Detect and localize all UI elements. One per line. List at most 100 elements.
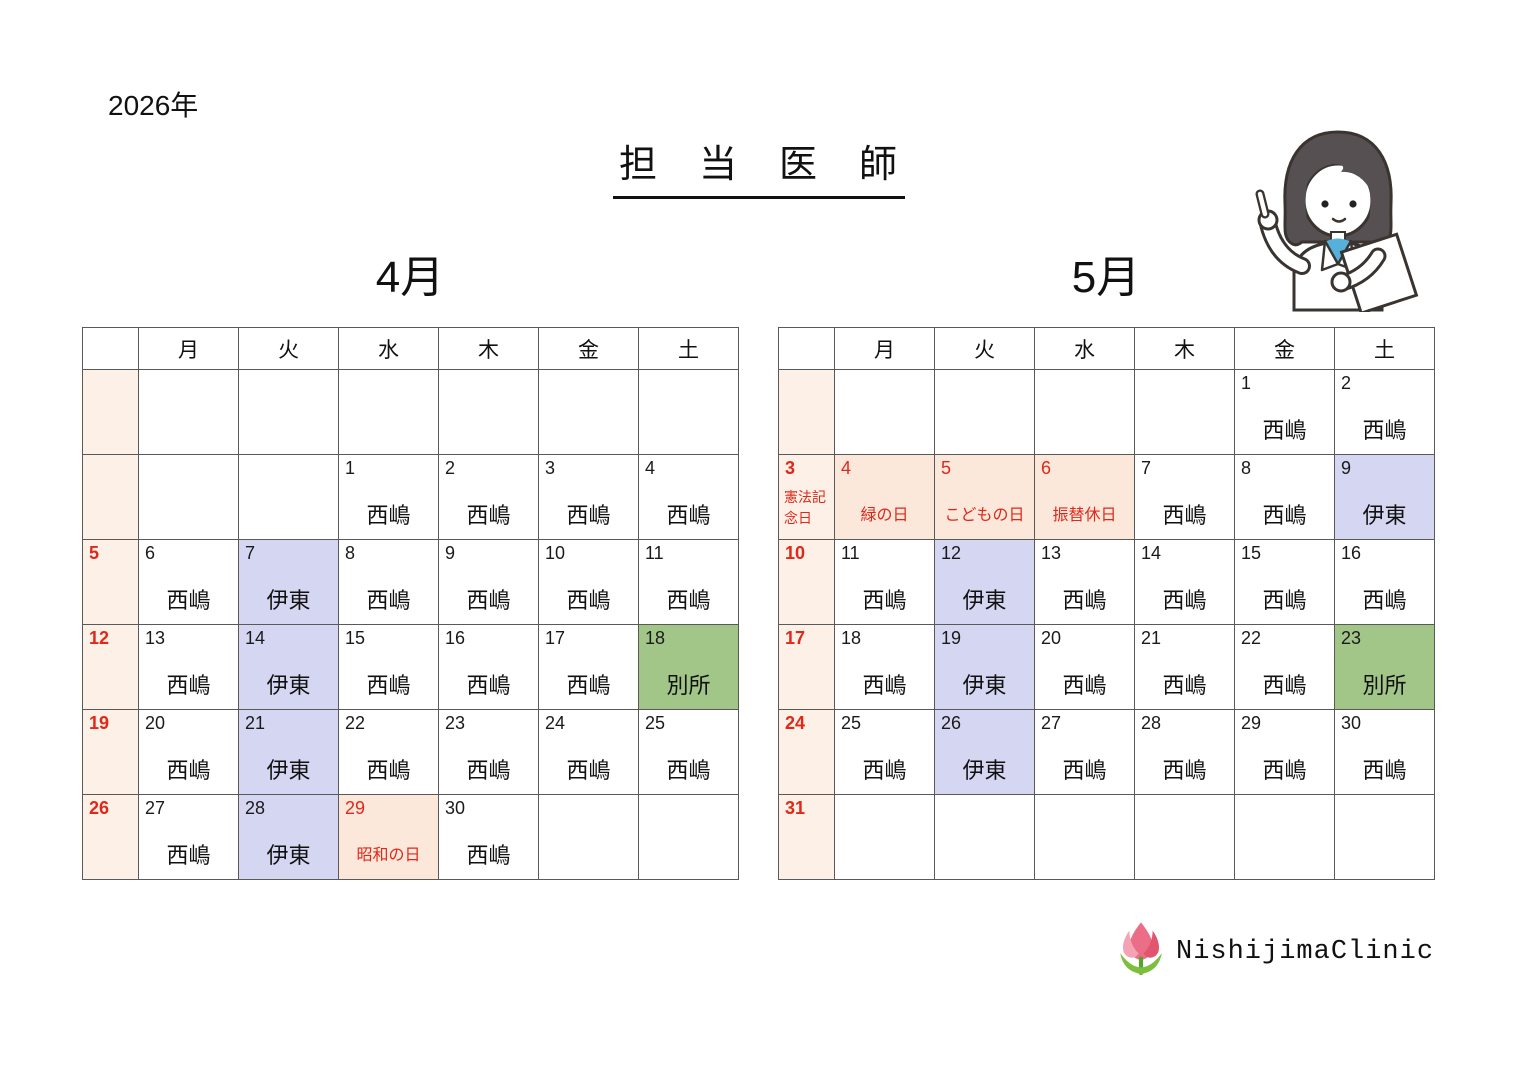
doctor-name: 西嶋 (1062, 588, 1107, 613)
day-number: 2 (445, 458, 456, 478)
calendar-april: 月火水木金土 1 西嶋 2 西嶋 3 西嶋 4 西嶋 5 6 西嶋 7 伊東 8 西嶋 9 西嶋 10 西嶋 11 西嶋 1… (82, 327, 739, 880)
week-row: 5 6 西嶋 7 伊東 8 西嶋 9 西嶋 10 西嶋 11 西嶋 (82, 539, 739, 625)
day-number: 29 (1241, 713, 1262, 733)
day-number: 8 (345, 543, 356, 563)
day-cell (538, 369, 639, 455)
day-number: 27 (145, 798, 166, 818)
day-cell (82, 369, 139, 455)
holiday-label: 緑の日 (860, 507, 909, 524)
day-cell: 30 西嶋 (1334, 709, 1435, 795)
day-cell: 20 西嶋 (138, 709, 239, 795)
day-cell: 26 伊東 (934, 709, 1035, 795)
day-cell: 4 緑の日 (834, 454, 935, 540)
day-cell: 23 別所 (1334, 624, 1435, 710)
day-number: 21 (245, 713, 266, 733)
doctor-name: 西嶋 (366, 758, 411, 783)
week-row: 3 憲法記念日 4 緑の日 5 こどもの日 6 振替休日 7 西嶋 8 西嶋 9 伊東 (778, 454, 1435, 540)
day-cell: 2 西嶋 (1334, 369, 1435, 455)
doctor-name: 西嶋 (166, 673, 211, 698)
doctor-name: 西嶋 (366, 673, 411, 698)
doctor-name: 西嶋 (466, 503, 511, 528)
day-number: 19 (941, 628, 962, 648)
day-cell: 12 (82, 624, 139, 710)
day-cell: 15 西嶋 (1234, 539, 1335, 625)
doctor-name: 西嶋 (666, 503, 711, 528)
day-number: 10 (545, 543, 566, 563)
day-cell (934, 794, 1035, 880)
weekday-header: 木 (1134, 327, 1235, 370)
doctor-name: 西嶋 (1362, 758, 1407, 783)
day-cell: 29 昭和の日 (338, 794, 439, 880)
day-number: 15 (345, 628, 366, 648)
doctor-name: 西嶋 (1062, 673, 1107, 698)
day-cell: 21 伊東 (238, 709, 339, 795)
day-number: 24 (545, 713, 566, 733)
holiday-label: 振替休日 (1052, 507, 1117, 524)
day-number: 7 (1141, 458, 1152, 478)
day-cell (82, 454, 139, 540)
doctor-name: 伊東 (266, 588, 311, 613)
day-cell (538, 794, 639, 880)
week-row: 10 11 西嶋 12 伊東 13 西嶋 14 西嶋 15 西嶋 16 西嶋 (778, 539, 1435, 625)
week-row: 24 25 西嶋 26 伊東 27 西嶋 28 西嶋 29 西嶋 30 西嶋 (778, 709, 1435, 795)
day-number: 31 (785, 798, 806, 818)
doctor-name: 伊東 (266, 758, 311, 783)
weekday-header: 木 (438, 327, 539, 370)
doctor-name: 西嶋 (566, 673, 611, 698)
doctor-name: 西嶋 (466, 673, 511, 698)
day-cell: 6 振替休日 (1034, 454, 1135, 540)
doctor-name: 西嶋 (666, 758, 711, 783)
doctor-name: 伊東 (266, 843, 311, 868)
day-number: 21 (1141, 628, 1162, 648)
day-cell (638, 369, 739, 455)
day-number: 5 (89, 543, 100, 563)
doctor-name: 西嶋 (1162, 673, 1207, 698)
day-cell (1034, 794, 1135, 880)
doctor-name: 西嶋 (1262, 758, 1307, 783)
day-cell: 16 西嶋 (1334, 539, 1435, 625)
day-cell: 1 西嶋 (1234, 369, 1335, 455)
day-cell: 13 西嶋 (1034, 539, 1135, 625)
doctor-name: 別所 (666, 673, 711, 698)
day-number: 6 (1041, 458, 1052, 478)
day-number: 3 (785, 458, 796, 478)
april-month-title: 4月 (375, 253, 445, 302)
doctor-name: 西嶋 (666, 588, 711, 613)
day-cell: 17 西嶋 (538, 624, 639, 710)
day-number: 22 (1241, 628, 1262, 648)
day-cell: 10 西嶋 (538, 539, 639, 625)
day-cell: 6 西嶋 (138, 539, 239, 625)
day-number: 29 (345, 798, 366, 818)
day-cell: 30 西嶋 (438, 794, 539, 880)
day-cell: 8 西嶋 (338, 539, 439, 625)
day-number: 2 (1341, 373, 1352, 393)
calendar-may: 月火水木金土 1 西嶋 2 西嶋 3 憲法記念日 4 緑の日 5 こどもの日 6 振替休日 7 西嶋 8 西嶋 9… (778, 327, 1435, 880)
doctor-name: 西嶋 (1362, 588, 1407, 613)
doctor-name: 西嶋 (1162, 588, 1207, 613)
day-number: 20 (1041, 628, 1062, 648)
day-number: 12 (941, 543, 962, 563)
page-title: 担 当 医 師 (612, 133, 906, 199)
day-number: 11 (841, 543, 860, 563)
doctor-name: 伊東 (1362, 503, 1407, 528)
weekday-header: 土 (1334, 327, 1435, 370)
day-number: 17 (785, 628, 806, 648)
day-number: 30 (445, 798, 466, 818)
day-cell: 5 (82, 539, 139, 625)
weekday-header: 金 (1234, 327, 1335, 370)
day-cell (438, 369, 539, 455)
day-cell (834, 794, 935, 880)
doctor-name: 西嶋 (466, 843, 511, 868)
weekday-header: 月 (834, 327, 935, 370)
week-row: 1 西嶋 2 西嶋 3 西嶋 4 西嶋 (82, 454, 739, 540)
doctor-name: 西嶋 (862, 588, 907, 613)
tulip-icon (1116, 918, 1166, 985)
day-number: 9 (1341, 458, 1352, 478)
day-cell: 7 西嶋 (1134, 454, 1235, 540)
day-number: 4 (841, 458, 852, 478)
doctor-name: 西嶋 (366, 588, 411, 613)
day-cell: 16 西嶋 (438, 624, 539, 710)
doctor-name: 西嶋 (566, 588, 611, 613)
day-cell: 18 西嶋 (834, 624, 935, 710)
clinic-name: NishijimaClinic (1176, 936, 1435, 967)
